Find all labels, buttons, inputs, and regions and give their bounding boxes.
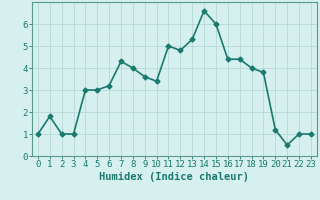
X-axis label: Humidex (Indice chaleur): Humidex (Indice chaleur) [100, 172, 249, 182]
